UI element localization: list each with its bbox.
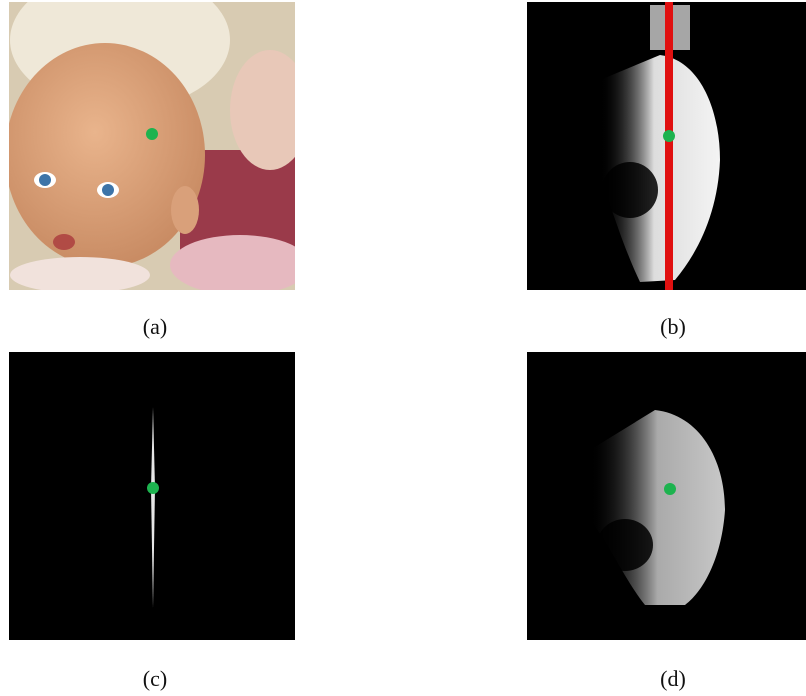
shadow [602, 162, 658, 218]
caption: (d) [660, 666, 686, 691]
point-marker [664, 483, 676, 495]
panel-d-image [527, 352, 806, 640]
page: {"figure": {"panels": [{"caption": "(a)"… [0, 0, 806, 696]
panel-b-image [527, 0, 806, 292]
scan-line [665, 0, 673, 292]
caption: (c) [143, 666, 167, 691]
point-marker [663, 130, 675, 142]
point-marker [146, 128, 158, 140]
panel-a-image [5, 0, 310, 295]
panel-c-image [9, 352, 295, 640]
iris [102, 184, 114, 196]
figure: (a) (b) (c) (d) [0, 0, 806, 696]
doll-head [5, 43, 205, 267]
plush-arm [230, 50, 310, 170]
caption: (a) [143, 314, 167, 339]
point-marker [147, 482, 159, 494]
caption: (b) [660, 314, 686, 339]
iris [39, 174, 51, 186]
mouth [53, 234, 75, 250]
shadow [597, 519, 653, 571]
doll-ear [171, 186, 199, 234]
pink-fabric [170, 235, 310, 295]
collar [10, 257, 150, 293]
